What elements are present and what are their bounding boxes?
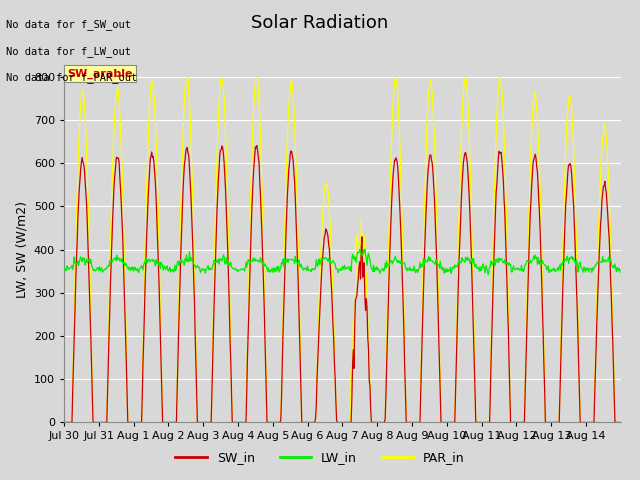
Y-axis label: LW, SW (W/m2): LW, SW (W/m2) [15,201,28,298]
Legend: SW_in, LW_in, PAR_in: SW_in, LW_in, PAR_in [170,446,470,469]
Text: No data for f_PAR_out: No data for f_PAR_out [6,72,138,83]
Text: SW_arable: SW_arable [67,69,132,79]
Text: Solar Radiation: Solar Radiation [252,14,388,33]
Text: No data for f_SW_out: No data for f_SW_out [6,19,131,30]
Text: No data for f_LW_out: No data for f_LW_out [6,46,131,57]
